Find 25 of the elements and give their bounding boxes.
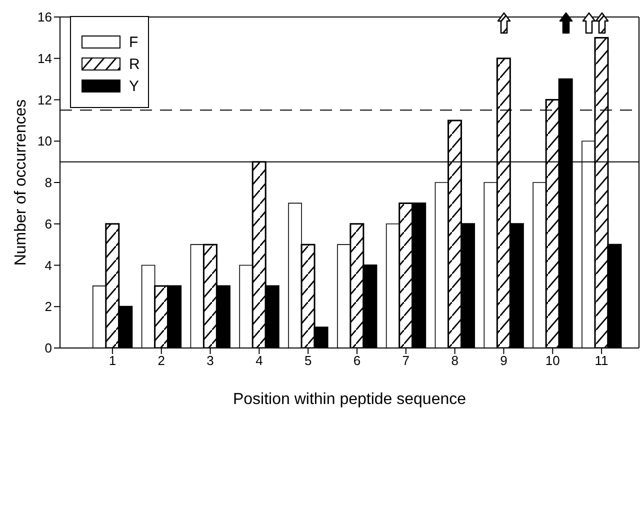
x-tick-label: 3 <box>206 353 214 368</box>
y-tick-label: 8 <box>44 175 52 190</box>
y-axis-title: Number of occurrences <box>12 99 30 266</box>
x-axis-title: Position within peptide sequence <box>232 391 466 408</box>
y-tick-label: 2 <box>44 299 52 314</box>
x-tick-label: 5 <box>304 353 312 368</box>
x-tick-label: 4 <box>256 353 263 368</box>
x-tick-label: 6 <box>353 353 361 368</box>
x-tick-label: 9 <box>500 353 508 368</box>
x-tick-label: 1 <box>108 353 116 368</box>
x-tick-label: 7 <box>402 353 410 368</box>
y-tick-label: 16 <box>38 10 52 25</box>
y-tick-label: 6 <box>44 216 52 232</box>
x-tick-label: 2 <box>158 353 165 368</box>
y-tick-label: 10 <box>38 134 52 149</box>
x-tick-label: 10 <box>545 353 560 368</box>
legend-label: F <box>129 34 138 50</box>
legend-label: R <box>129 56 140 72</box>
x-tick-label: 8 <box>451 353 458 368</box>
y-tick-label: 14 <box>38 50 52 66</box>
y-tick-label: 12 <box>38 92 52 108</box>
y-tick-label: 0 <box>44 340 52 356</box>
y-tick-label: 4 <box>44 258 52 273</box>
x-tick-label: 11 <box>594 353 608 368</box>
legend-label: Y <box>129 78 140 94</box>
